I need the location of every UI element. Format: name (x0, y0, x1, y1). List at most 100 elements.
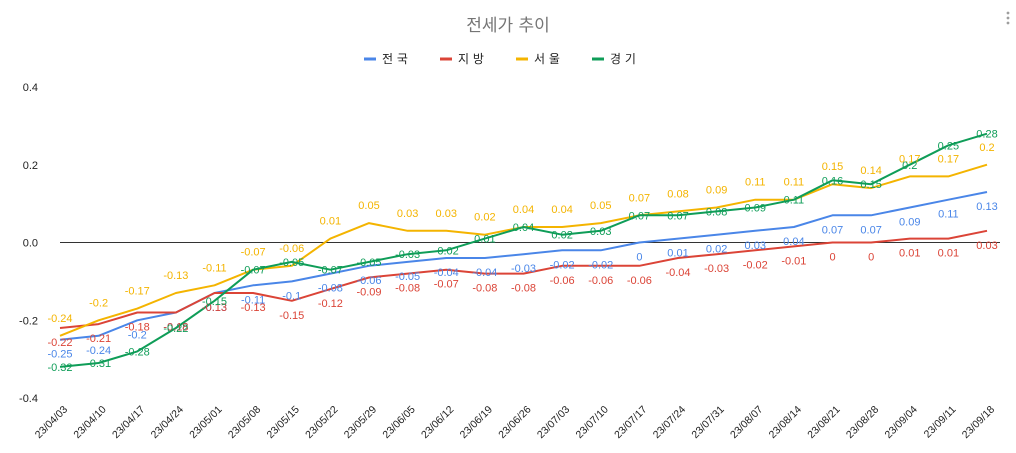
data-label-3: -0.03 (395, 249, 420, 261)
legend-item-0[interactable]: 전 국 (364, 52, 408, 66)
data-label-3: 0.07 (667, 210, 688, 222)
data-label-1: 0.03 (976, 240, 997, 252)
data-label-3: 0.25 (938, 140, 959, 152)
series-lines (59, 132, 988, 368)
data-label-0: -0.06 (356, 275, 381, 287)
data-label-1: -0.03 (704, 263, 729, 275)
x-tick-label: 23/05/29 (342, 404, 379, 441)
data-label-0: 0.01 (667, 248, 688, 260)
data-label-2: 0.03 (397, 208, 418, 220)
data-label-1: -0.08 (395, 283, 420, 295)
data-label-2: -0.07 (241, 247, 266, 259)
data-label-1: -0.12 (318, 298, 343, 310)
data-label-1: -0.01 (781, 255, 806, 267)
data-label-3: -0.22 (163, 323, 188, 335)
series-line-1 (59, 229, 988, 329)
data-label-2: 0.05 (358, 200, 379, 212)
data-label-2: 0.17 (899, 153, 920, 165)
y-tick-label: 0.2 (23, 160, 38, 172)
data-label-0: -0.02 (588, 259, 613, 271)
legend-item-1[interactable]: 지 방 (440, 52, 484, 66)
legend-item-2[interactable]: 서 울 (516, 52, 560, 66)
legend-item-3[interactable]: 경 기 (592, 52, 636, 66)
data-label-0: 0 (636, 252, 642, 264)
data-label-0: -0.05 (395, 271, 420, 283)
data-label-3: 0.02 (551, 230, 572, 242)
data-label-0: -0.13 (202, 302, 227, 314)
data-label-3: 0.08 (706, 206, 727, 218)
x-tick-label: 23/04/17 (110, 404, 147, 441)
data-label-1: -0.06 (627, 275, 652, 287)
data-label-2: 0.08 (667, 188, 688, 200)
x-tick-label: 23/08/14 (767, 404, 804, 441)
data-label-3: -0.28 (125, 346, 150, 358)
data-label-3: -0.05 (279, 257, 304, 269)
x-tick-label: 23/07/10 (573, 404, 610, 441)
data-label-1: -0.18 (163, 321, 188, 333)
data-label-2: 0.17 (938, 153, 959, 165)
data-label-2: 0.09 (706, 185, 727, 197)
data-label-0: -0.11 (241, 294, 265, 306)
x-tick-label: 23/05/22 (303, 404, 340, 441)
data-label-2: -0.11 (202, 262, 226, 274)
data-label-3: -0.07 (318, 265, 343, 277)
data-label-0: 0.04 (783, 236, 804, 248)
data-label-0: 0.03 (745, 240, 766, 252)
data-label-1: -0.18 (125, 321, 150, 333)
x-tick-label: 23/07/31 (689, 404, 726, 441)
data-label-2: 0.15 (822, 161, 843, 173)
legend-label: 지 방 (458, 52, 484, 66)
data-label-2: 0.11 (745, 177, 766, 189)
data-label-1: 0.01 (938, 248, 959, 260)
data-label-1: -0.08 (511, 283, 536, 295)
x-tick-label: 23/06/26 (496, 404, 533, 441)
data-label-1: -0.21 (86, 333, 111, 345)
data-label-1: -0.06 (588, 275, 613, 287)
data-label-2: 0.04 (513, 204, 534, 216)
data-label-1: 0 (868, 252, 874, 264)
x-tick-label: 23/04/03 (33, 404, 70, 441)
data-label-0: -0.2 (128, 329, 147, 341)
data-label-2: 0.14 (860, 165, 881, 177)
x-tick-label: 23/07/17 (612, 404, 649, 441)
data-label-1: -0.15 (279, 310, 304, 322)
data-label-1: -0.07 (434, 279, 459, 291)
data-label-2: 0.2 (979, 142, 994, 154)
data-label-2: 0.07 (629, 192, 650, 204)
x-tick-label: 23/09/04 (882, 404, 919, 441)
data-label-0: 0.02 (706, 244, 727, 256)
x-tick-label: 23/08/07 (728, 404, 765, 441)
data-label-1: -0.02 (743, 259, 768, 271)
data-label-0: -0.24 (86, 345, 111, 357)
x-tick-label: 23/08/28 (844, 404, 881, 441)
data-label-2: 0.03 (436, 208, 457, 220)
x-tick-label: 23/06/05 (380, 404, 417, 441)
data-label-2: -0.06 (279, 243, 304, 255)
data-label-0: -0.04 (434, 267, 459, 279)
data-label-1: 0.01 (899, 248, 920, 260)
data-label-3: 0.09 (745, 203, 766, 215)
data-label-3: -0.07 (241, 265, 266, 277)
data-label-2: -0.13 (163, 270, 188, 282)
data-label-1: -0.06 (550, 275, 575, 287)
series-line-2 (59, 163, 988, 337)
data-label-1: -0.04 (665, 267, 690, 279)
data-label-2: -0.2 (89, 297, 108, 309)
data-label-0: -0.08 (318, 283, 343, 295)
data-label-1: -0.09 (356, 286, 381, 298)
data-label-3: 0.28 (976, 129, 997, 141)
chart-title: 전세가 추이 (466, 16, 550, 36)
data-label-0: -0.04 (472, 267, 497, 279)
data-label-0: -0.03 (511, 263, 536, 275)
data-label-3: 0.07 (629, 210, 650, 222)
y-tick-label: -0.4 (19, 393, 38, 405)
x-tick-label: 23/04/24 (149, 404, 186, 441)
data-label-1: 0 (829, 252, 835, 264)
data-label-1: -0.22 (47, 337, 72, 349)
data-label-3: 0.03 (590, 226, 611, 238)
chart-menu-icon[interactable] (1006, 11, 1010, 25)
x-tick-label: 23/04/10 (71, 404, 108, 441)
data-label-0: 0.09 (899, 217, 920, 229)
